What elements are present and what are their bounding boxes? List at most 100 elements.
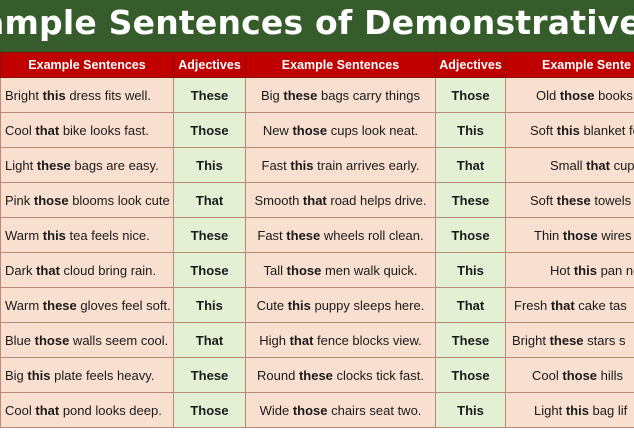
sentence-text: Big — [5, 367, 28, 383]
demonstrative-word: those — [559, 87, 595, 103]
sentences-table: Example Sentences Adjectives Example Sen… — [0, 52, 634, 428]
demonstrative-word: this — [27, 367, 51, 383]
sentence-text: Tall — [263, 262, 287, 278]
sentence-text: clocks tick fast. — [332, 367, 424, 383]
sentence-text: Hot — [550, 262, 574, 278]
adjective-cell-1: That — [173, 322, 246, 358]
sentence-text: bags carry things — [317, 87, 420, 103]
sentence-text: wheels roll clean. — [320, 227, 424, 243]
demonstrative-word: those — [562, 227, 598, 243]
sentence-text: Bright — [5, 87, 43, 103]
example-sentence-3: Small that cup h — [505, 147, 634, 183]
example-sentence-2: Round these clocks tick fast. — [245, 357, 436, 393]
example-sentence-1: Big this plate feels heavy. — [0, 357, 174, 393]
header-sentences-3: Example Sente — [505, 52, 634, 78]
sentence-text: bag lif — [588, 402, 628, 418]
page-title: ample Sentences of Demonstrative Adjec — [0, 3, 634, 42]
sentence-text: High — [259, 332, 290, 348]
sentence-text: Warm — [5, 297, 43, 313]
example-sentence-3: Thin those wires b — [505, 217, 634, 253]
demonstrative-word: this — [287, 297, 311, 313]
table-row: Pink those blooms look cute That Smooth th… — [0, 182, 634, 218]
sentence-text: Cool — [5, 122, 36, 138]
adjective-cell-1: These — [173, 357, 246, 393]
example-sentence-2: Cute this puppy sleeps here. — [245, 287, 436, 323]
example-sentence-2: Smooth that road helps drive. — [245, 182, 436, 218]
sentence-text: plate feels heavy. — [50, 367, 155, 383]
adjective-cell-1: These — [173, 217, 246, 253]
sentence-text: Cool — [532, 367, 563, 383]
sentence-text: Wide — [259, 402, 293, 418]
example-sentence-3: Soft this blanket fe — [505, 112, 634, 148]
sentence-text: Fresh — [514, 297, 551, 313]
title-banner: ample Sentences of Demonstrative Adjec — [0, 0, 634, 52]
demonstrative-word: those — [286, 262, 322, 278]
demonstrative-word: these — [556, 192, 591, 208]
example-sentence-1: Warm these gloves feel soft. — [0, 287, 174, 323]
sentence-text: Fast — [257, 227, 287, 243]
sentence-text: Light — [534, 402, 566, 418]
sentence-text: Pink — [5, 192, 34, 208]
table-row: Bright this dress fits well. These Big the… — [0, 77, 634, 113]
example-sentence-1: Light these bags are easy. — [0, 147, 174, 183]
sentence-text: chairs seat two. — [327, 402, 422, 418]
demonstrative-word: that — [302, 192, 327, 208]
example-sentence-3: Hot this pan nee — [505, 252, 634, 288]
example-sentence-1: Cool that pond looks deep. — [0, 392, 174, 428]
demonstrative-word: that — [35, 402, 60, 418]
adjective-cell-2: Those — [435, 217, 506, 253]
demonstrative-word: those — [33, 192, 69, 208]
table-row: Light these bags are easy. This Fast this … — [0, 147, 634, 183]
sentence-text: books t — [598, 87, 634, 103]
sentence-text: Old — [536, 87, 560, 103]
demonstrative-word: that — [35, 122, 60, 138]
sentence-text: Smooth — [254, 192, 303, 208]
adjective-cell-2: This — [435, 392, 506, 428]
sentence-text: Soft — [530, 192, 557, 208]
table-header-row: Example Sentences Adjectives Example Sen… — [0, 52, 634, 78]
sentence-text: cup h — [613, 157, 634, 173]
sentence-text: road helps drive. — [326, 192, 427, 208]
demonstrative-word: this — [42, 227, 66, 243]
sentence-text: cake tas — [574, 297, 627, 313]
sentence-text: wires b — [601, 227, 634, 243]
adjective-cell-2: This — [435, 252, 506, 288]
sentence-text: cloud bring rain. — [59, 262, 157, 278]
demonstrative-word: this — [290, 157, 314, 173]
adjective-cell-2: These — [435, 322, 506, 358]
example-sentence-3: Fresh that cake tas — [505, 287, 634, 323]
example-sentence-2: Fast these wheels roll clean. — [245, 217, 436, 253]
demonstrative-word: these — [298, 367, 333, 383]
sentence-text: Big — [261, 87, 284, 103]
example-sentence-2: High that fence blocks view. — [245, 322, 436, 358]
adjective-cell-1: Those — [173, 112, 246, 148]
sentence-text: blooms look cute — [68, 192, 170, 208]
sentence-text: gloves feel soft. — [76, 297, 171, 313]
demonstrative-word: these — [36, 157, 71, 173]
demonstrative-word: those — [562, 367, 598, 383]
example-sentence-2: Tall those men walk quick. — [245, 252, 436, 288]
sentence-text: dress fits well. — [65, 87, 151, 103]
demonstrative-word: that — [36, 262, 60, 278]
demonstrative-word: this — [556, 122, 580, 138]
sentence-text: cups look neat. — [327, 122, 419, 138]
adjective-cell-1: This — [173, 287, 246, 323]
table-row: Blue those walls seem cool. That High that… — [0, 322, 634, 358]
sentence-text: hills — [597, 367, 624, 383]
sentence-text: Soft — [530, 122, 557, 138]
table-row: Warm these gloves feel soft. This Cute thi… — [0, 287, 634, 323]
sentence-text: towels — [590, 192, 632, 208]
sentence-text: walls seem cool. — [69, 332, 169, 348]
sentence-text: Bright — [512, 332, 550, 348]
example-sentence-3: Light this bag lif — [505, 392, 634, 428]
sentence-text: Fast — [261, 157, 291, 173]
demonstrative-word: this — [42, 87, 66, 103]
adjective-cell-2: Those — [435, 77, 506, 113]
sentence-text: Round — [257, 367, 299, 383]
sentence-text: tea feels nice. — [65, 227, 150, 243]
demonstrative-word: these — [549, 332, 584, 348]
table-row: Cool that pond looks deep. Those Wide thos… — [0, 392, 634, 428]
example-sentence-2: Wide those chairs seat two. — [245, 392, 436, 428]
adjective-cell-2: These — [435, 182, 506, 218]
sentence-text: Cool — [5, 402, 36, 418]
